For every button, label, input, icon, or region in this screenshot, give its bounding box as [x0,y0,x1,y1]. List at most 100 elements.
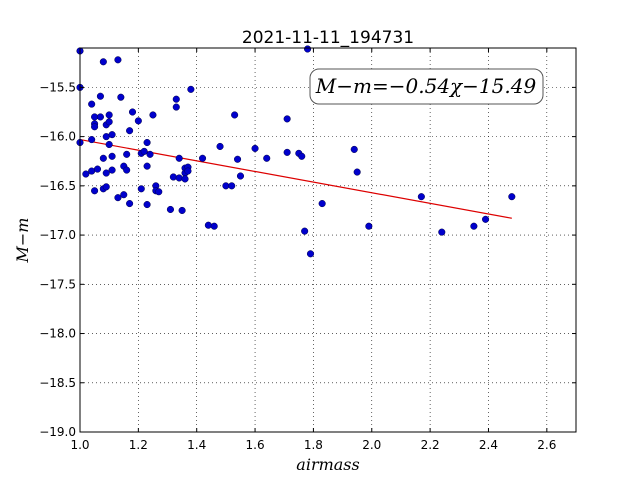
data-point [318,200,326,208]
x-tick-label: 1.6 [246,438,265,452]
data-point [102,169,110,177]
data-point [108,131,116,139]
x-tick-label: 2.0 [362,438,381,452]
data-point [126,200,134,208]
data-point [306,250,315,258]
y-tick-label: −18.5 [39,376,76,390]
data-point [105,118,113,126]
data-point [143,201,151,209]
data-point [105,111,113,119]
data-point [198,154,207,162]
x-tick-label: 1.4 [187,438,206,452]
y-tick-label: −19.0 [39,425,76,439]
data-point [96,113,104,121]
data-point [146,150,154,158]
data-point [88,100,96,108]
data-point [172,103,180,111]
data-point [210,222,218,230]
data-point [126,127,134,135]
data-point [204,221,212,229]
data-point [114,194,122,202]
data-point [91,187,99,195]
data-point [263,154,271,162]
data-point [123,150,131,158]
data-point [304,45,312,53]
data-point [301,227,309,235]
data-point [93,165,102,173]
equation-annotation: M−m=−0.54χ−15.49 [309,68,544,105]
y-tick-label: −17.5 [39,277,76,291]
data-point [178,206,186,215]
data-point [184,167,192,175]
y-tick-label: −18.0 [39,327,76,341]
data-point [175,154,183,162]
data-point [251,144,259,152]
data-point [108,152,116,160]
x-tick-labels: 1.0 1.2 1.4 1.6 1.8 2.0 2.2 2.4 2.6 [70,438,556,452]
data-point [123,166,131,174]
data-point [114,56,122,64]
data-point [117,93,125,101]
data-point [417,193,425,201]
y-tick-label: −15.5 [39,80,76,94]
data-point [353,168,361,176]
data-point [172,95,180,103]
data-point [365,222,373,230]
data-point [96,92,104,100]
plot-background [80,48,576,432]
data-point [99,154,107,162]
chart-title: 2021-11-11_194731 [242,28,414,48]
annotation-text: M−m=−0.54χ−15.49 [315,74,537,98]
data-point [143,138,151,147]
data-point [134,117,142,125]
data-point [99,58,107,66]
plot-frame [79,47,577,433]
data-point [137,185,145,193]
data-point [155,188,163,196]
data-point [181,175,189,183]
data-point [102,183,110,191]
grid [80,48,576,433]
data-point [234,155,242,163]
data-point [508,193,516,201]
data-point [350,145,358,153]
x-tick-label: 2.6 [537,438,556,452]
y-tick-label: −16.5 [39,179,76,193]
data-point [236,172,245,180]
data-point [108,166,116,174]
data-point [140,147,148,155]
data-point [438,228,446,236]
ticks [79,48,576,433]
y-tick-label: −17.0 [39,228,76,242]
x-tick-label: 1.2 [129,438,148,452]
data-point [228,182,236,190]
data-point [298,152,306,160]
data-point [120,191,128,199]
data-point [82,170,90,178]
data-point [169,173,177,181]
data-point [91,123,99,131]
data-point [216,142,224,151]
data-point [149,111,157,119]
y-tick-label: −16.0 [39,130,76,144]
x-tick-label: 2.2 [421,438,440,452]
data-point [166,205,174,214]
x-tick-label: 1.0 [70,438,89,452]
data-point [105,140,113,149]
y-tick-labels: −15.5 −16.0 −16.5 −17.0 −17.5 −18.0 −18.5 −19.0 [39,80,76,439]
x-tick-label: 1.8 [304,438,323,452]
x-axis-label: airmass [296,455,359,474]
data-point [470,222,478,230]
data-point [482,215,490,223]
data-point [283,148,291,156]
data-point [143,162,151,170]
data-point [175,174,183,182]
x-tick-label: 2.4 [479,438,498,452]
points-layer [76,45,516,258]
data-point [187,85,195,93]
data-point [283,115,291,123]
y-axis-label: M−m [13,218,32,264]
data-point [128,108,137,116]
data-point [88,136,96,144]
